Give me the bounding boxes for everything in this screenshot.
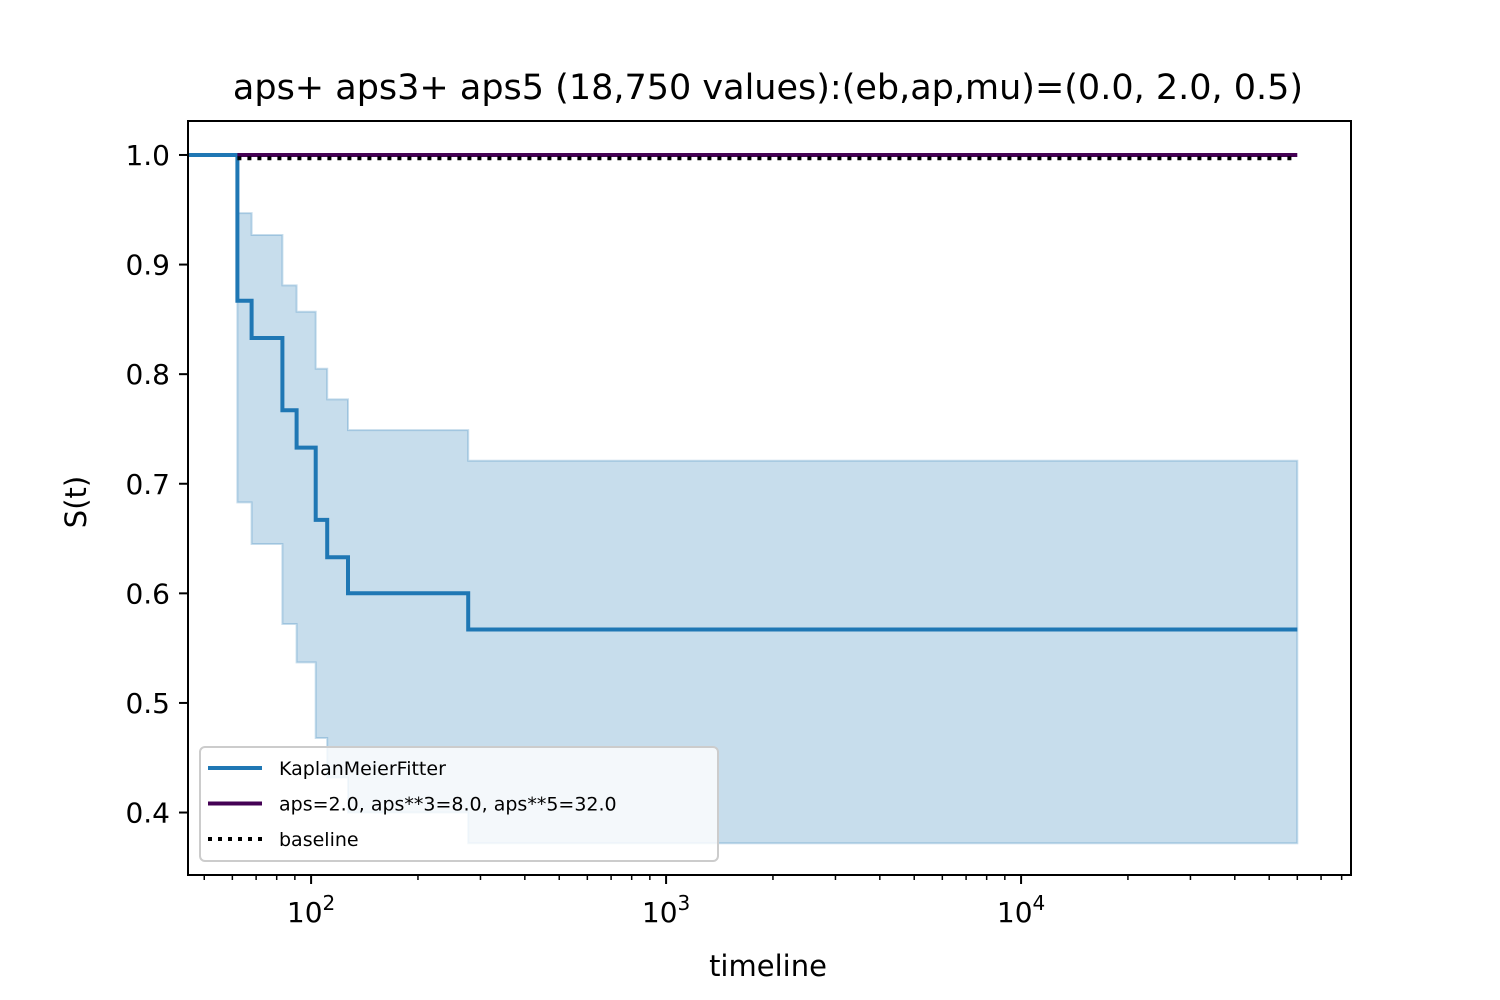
chart-title: aps+ aps3+ aps5 (18,750 values):(eb,ap,m… [233, 68, 1303, 108]
series-line-1 [188, 153, 1298, 632]
x-tick-label: 103 [642, 891, 690, 929]
legend-label-3: baseline [279, 829, 359, 851]
legend-label-2: aps=2.0, aps**3=8.0, aps**5=32.0 [279, 794, 617, 816]
y-tick-label: 1.0 [125, 139, 170, 172]
y-tick-label: 0.7 [125, 468, 170, 501]
axes-frame [187, 120, 1352, 876]
x-tick-label: 104 [997, 891, 1045, 929]
y-tick-label: 0.8 [125, 358, 170, 391]
y-axis-label: S(t) [59, 476, 93, 528]
legend: KaplanMeierFitter aps=2.0, aps**3=8.0, ap… [199, 746, 719, 862]
x-axis-label: timeline [709, 949, 827, 983]
legend-box [199, 746, 719, 862]
y-tick-label: 0.5 [125, 687, 170, 720]
y-tick-label: 0.4 [125, 797, 170, 830]
legend-label-1: KaplanMeierFitter [279, 758, 446, 780]
plot-area: 0.4 0.5 0.6 0.7 0.8 0.9 1.0 102 103 104 KaplanMeie… [125, 120, 1352, 929]
confidence-band [236, 212, 1299, 845]
y-tick-label: 0.9 [125, 249, 170, 282]
y-tick-label: 0.6 [125, 577, 170, 610]
x-tick-label: 102 [287, 891, 335, 929]
